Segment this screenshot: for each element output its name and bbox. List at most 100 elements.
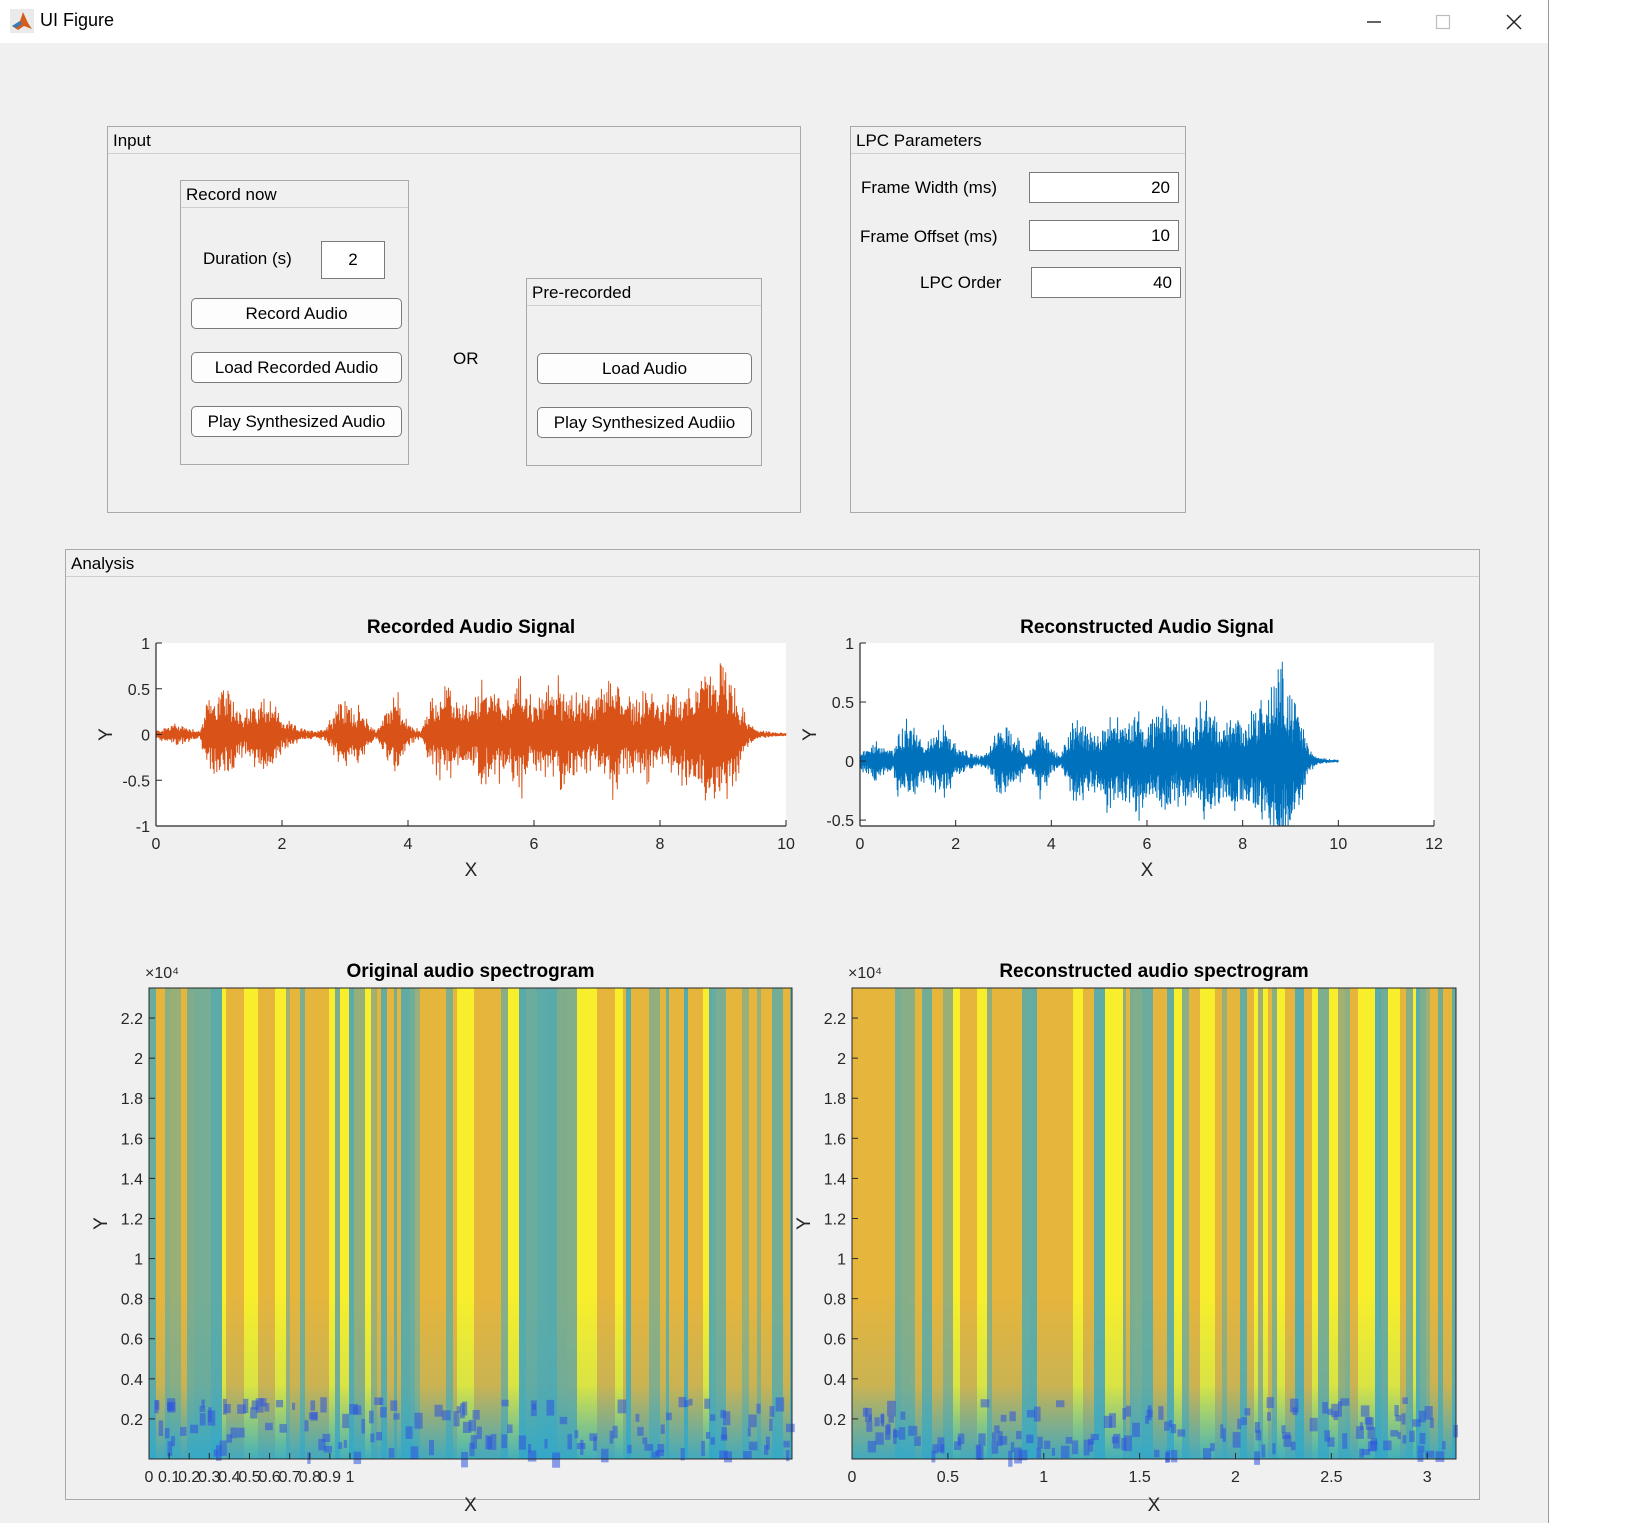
play-synthesized-audio-button[interactable]: Play Synthesized Audio — [191, 406, 402, 437]
spectrogram-stripe — [1058, 988, 1062, 1459]
spectrogram-blob — [747, 1427, 751, 1437]
spectrogram-blob — [487, 1436, 492, 1450]
play-synthesized-audiio-button[interactable]: Play Synthesized Audiio — [537, 407, 752, 438]
y-tick-label: 0.4 — [824, 1372, 846, 1389]
spectrogram-stripe — [1174, 988, 1182, 1459]
spectrogram-stripe — [266, 988, 275, 1459]
spectrogram-stripe — [1416, 988, 1420, 1459]
close-button[interactable] — [1480, 0, 1548, 43]
spectrogram-stripe — [1272, 988, 1277, 1459]
record-now-panel: Record now Duration (s) 2 Record Audio L… — [180, 180, 409, 465]
y-tick-label: 1.8 — [824, 1091, 846, 1108]
spectrogram-blob — [1210, 1443, 1215, 1452]
spectrogram-blob — [723, 1411, 731, 1426]
load-recorded-audio-button[interactable]: Load Recorded Audio — [191, 352, 402, 383]
spectrogram-blob — [1090, 1433, 1099, 1441]
spectrogram-blob — [589, 1433, 598, 1441]
spectrogram-stripe — [1083, 988, 1094, 1459]
spectrogram-stripe — [772, 988, 783, 1459]
y-tick-label: 0.8 — [121, 1292, 143, 1309]
spectrogram-stripe — [340, 988, 349, 1459]
lpc-order-field[interactable]: 40 — [1031, 267, 1181, 298]
spectrogram-stripe — [712, 988, 716, 1459]
y-axis-label: Y — [91, 1217, 112, 1230]
x-tick-label: 0 — [848, 1469, 857, 1486]
spectrogram-stripe — [1070, 988, 1073, 1459]
y-tick-label: 0.5 — [128, 682, 150, 699]
spectrogram-stripe — [362, 988, 365, 1459]
spectrogram-blob — [353, 1451, 362, 1465]
spectrogram-blob — [1203, 1448, 1212, 1460]
spectrogram-blob — [1000, 1414, 1007, 1422]
load-audio-button[interactable]: Load Audio — [537, 353, 752, 384]
y-tick-label: 1 — [134, 1252, 143, 1269]
plot-area — [860, 643, 1434, 826]
spectrogram-blob — [867, 1440, 877, 1453]
spectrogram-blob — [874, 1417, 880, 1427]
spectrogram-blob — [1435, 1451, 1445, 1463]
plot-title: Recorded Audio Signal — [367, 617, 575, 638]
spectrogram-blob — [199, 1413, 206, 1426]
lpc-order-label: LPC Order — [920, 273, 1002, 292]
spectrogram-stripe — [1182, 988, 1189, 1459]
spectrogram-blob — [976, 1446, 984, 1460]
frame-offset-field[interactable]: 10 — [1029, 220, 1179, 251]
maximize-button[interactable] — [1409, 0, 1477, 43]
spectrogram-blob — [887, 1400, 896, 1417]
spectrogram-stripe — [453, 988, 457, 1459]
spectrogram-blob — [292, 1402, 296, 1410]
spectrogram-stripe — [377, 988, 381, 1459]
y-tick-label: 1 — [141, 636, 150, 653]
x-tick-label: 0.3 — [198, 1469, 220, 1486]
spectrogram-stripe — [226, 988, 235, 1459]
spectrogram-frame — [148, 987, 793, 1460]
spectrogram-stripe — [1381, 988, 1388, 1459]
spectrogram-stripe — [1406, 988, 1410, 1459]
spectrogram-blob — [167, 1402, 174, 1412]
spectrogram-stripe — [508, 988, 519, 1459]
spectrogram-blob — [710, 1414, 716, 1421]
spectrogram-stripe — [895, 988, 901, 1459]
spectrogram-stripe — [1142, 988, 1153, 1459]
analysis-panel-title: Analysis — [66, 550, 1479, 577]
x-tick-label: 0.5 — [238, 1469, 260, 1486]
record-audio-button[interactable]: Record Audio — [191, 298, 402, 329]
spectrogram-blob — [441, 1410, 451, 1421]
spectrogram-stripe — [354, 988, 362, 1459]
spectrogram-stripe — [1237, 988, 1240, 1459]
spectrogram-blob — [1060, 1445, 1070, 1458]
spectrogram-blob — [376, 1431, 383, 1441]
minimize-button[interactable] — [1340, 0, 1408, 43]
spectrogram-blob — [769, 1418, 773, 1432]
spectrogram-blob — [472, 1409, 480, 1420]
spectrogram-blob — [1322, 1401, 1328, 1414]
spectrogram-blob — [379, 1397, 384, 1406]
spectrogram-stripe — [547, 988, 557, 1459]
duration-field[interactable]: 2 — [321, 241, 385, 279]
y-tick-label: 2.2 — [824, 1011, 846, 1028]
frame-width-field[interactable]: 20 — [1029, 172, 1179, 203]
spectrogram-stripe — [1430, 988, 1438, 1459]
y-tick-label: 0.2 — [121, 1412, 143, 1429]
spectrogram-blob — [304, 1420, 309, 1432]
y-axis-label: Y — [794, 1217, 815, 1230]
x-axis-label: X — [1141, 860, 1154, 881]
spectrogram-stripe — [1258, 988, 1263, 1459]
spectrogram-blob — [567, 1433, 572, 1450]
spectrogram-stripe — [258, 988, 266, 1459]
x-tick-label: 0 — [856, 836, 865, 853]
y-tick-label: 2 — [134, 1051, 143, 1068]
spectrogram-blob — [1370, 1438, 1378, 1445]
spectrogram-blob — [644, 1443, 654, 1451]
spectrogram-blob — [617, 1399, 627, 1414]
spectrogram-stripe — [684, 988, 688, 1459]
spectrogram-stripe — [901, 988, 910, 1459]
spectrogram-blob — [1014, 1447, 1023, 1464]
spectrogram-blob — [374, 1397, 382, 1406]
spectrogram-blob — [158, 1420, 164, 1436]
spectrogram-blob — [893, 1428, 897, 1445]
spectrogram-blob — [1121, 1437, 1127, 1451]
spectrogram-stripe — [987, 988, 992, 1459]
spectrogram-stripe — [960, 988, 964, 1459]
or-label: OR — [453, 349, 479, 368]
